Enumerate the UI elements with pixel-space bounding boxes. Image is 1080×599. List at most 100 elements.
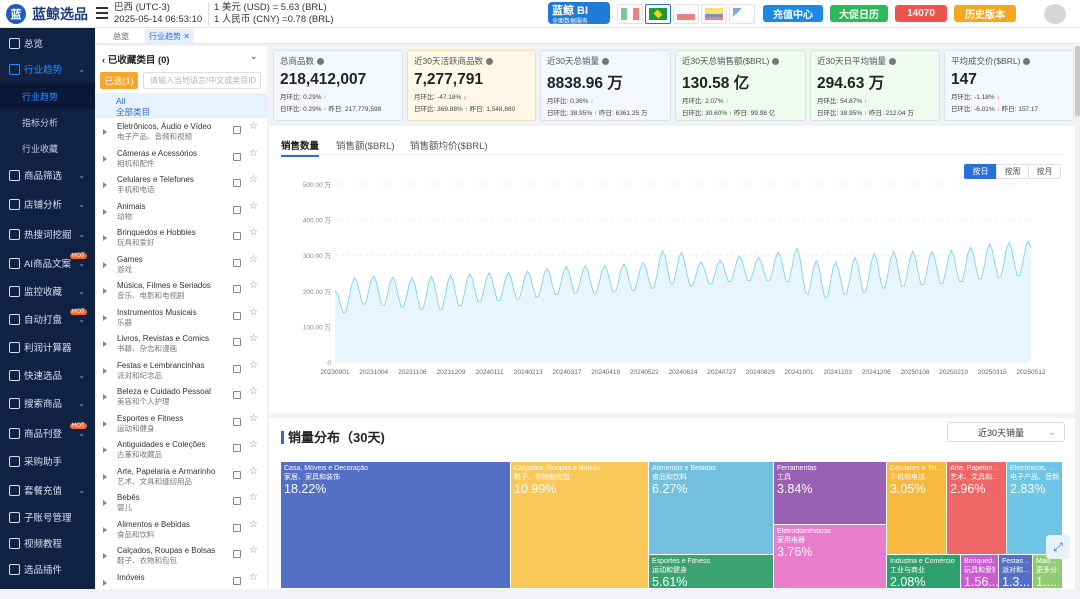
points-button[interactable]: 14070 xyxy=(895,5,947,22)
info-icon[interactable] xyxy=(486,58,493,65)
recharge-button[interactable]: 充值中心 xyxy=(763,5,823,22)
flag-new-icon[interactable] xyxy=(729,4,755,24)
menu-toggle-icon[interactable] xyxy=(96,7,108,19)
metric-select[interactable]: 近30天销量⌄ xyxy=(947,422,1065,442)
expand-arrow-icon[interactable] xyxy=(103,235,107,241)
copy-icon[interactable] xyxy=(233,365,241,373)
sidebar-item-15[interactable]: 视频教程 xyxy=(0,530,95,556)
copy-icon[interactable] xyxy=(233,126,241,134)
close-icon[interactable]: ✕ xyxy=(183,32,190,41)
copy-icon[interactable] xyxy=(233,338,241,346)
expand-icon[interactable]: ⤢ xyxy=(1046,535,1070,559)
star-icon[interactable]: ☆ xyxy=(249,493,258,503)
avatar[interactable] xyxy=(1044,4,1066,24)
sidebar-item-4[interactable]: 热搜词挖掘⌄ xyxy=(0,221,95,247)
app-logo[interactable]: 蓝 蓝鲸选品 xyxy=(6,4,88,24)
star-icon[interactable]: ☆ xyxy=(249,573,258,583)
expand-arrow-icon[interactable] xyxy=(103,394,107,400)
copy-icon[interactable] xyxy=(233,497,241,505)
expand-arrow-icon[interactable] xyxy=(103,341,107,347)
sidebar-item-14[interactable]: 子账号管理 xyxy=(0,504,95,530)
chevron-down-icon[interactable]: ⌄ xyxy=(250,51,258,62)
sidebar-item-13[interactable]: 套餐充值⌄ xyxy=(0,477,95,503)
star-icon[interactable]: ☆ xyxy=(249,228,258,238)
expand-arrow-icon[interactable] xyxy=(103,447,107,453)
star-icon[interactable]: ☆ xyxy=(249,149,258,159)
copy-icon[interactable] xyxy=(233,471,241,479)
expand-arrow-icon[interactable] xyxy=(103,156,107,162)
star-icon[interactable]: ☆ xyxy=(249,414,258,424)
star-icon[interactable]: ☆ xyxy=(249,467,258,477)
chevron-left-icon[interactable]: ‹ xyxy=(102,55,105,66)
expand-arrow-icon[interactable] xyxy=(103,182,107,188)
selected-button[interactable]: 已选(1) xyxy=(100,72,138,89)
promo-calendar-button[interactable]: 大促日历 xyxy=(830,5,888,22)
sidebar-item-6[interactable]: 监控收藏⌄ xyxy=(0,278,95,304)
category-all[interactable]: All 全部类目 xyxy=(96,93,267,118)
expand-arrow-icon[interactable] xyxy=(103,500,107,506)
copy-icon[interactable] xyxy=(233,550,241,558)
sidebar-item-10[interactable]: 搜索商品⌄ xyxy=(0,390,95,416)
category-search-input[interactable]: 请输入当地语言/中文或类目ID xyxy=(143,72,261,89)
tab-industry-trend[interactable]: 行业趋势 ✕ xyxy=(145,29,194,43)
copy-icon[interactable] xyxy=(233,524,241,532)
sidebar-item-2[interactable]: 商品筛选⌄ xyxy=(0,162,95,188)
star-icon[interactable]: ☆ xyxy=(249,334,258,344)
copy-icon[interactable] xyxy=(233,259,241,267)
star-icon[interactable]: ☆ xyxy=(249,440,258,450)
expand-arrow-icon[interactable] xyxy=(103,474,107,480)
info-icon[interactable] xyxy=(1023,58,1030,65)
copy-icon[interactable] xyxy=(233,285,241,293)
star-icon[interactable]: ☆ xyxy=(249,175,258,185)
expand-arrow-icon[interactable] xyxy=(103,368,107,374)
copy-icon[interactable] xyxy=(233,444,241,452)
sidebar-item-16[interactable]: 选品插件 xyxy=(0,556,95,582)
sidebar-subitem-2[interactable]: 行业收藏 xyxy=(0,135,95,161)
star-icon[interactable]: ☆ xyxy=(249,520,258,530)
copy-icon[interactable] xyxy=(233,153,241,161)
expand-arrow-icon[interactable] xyxy=(103,262,107,268)
star-icon[interactable]: ☆ xyxy=(249,546,258,556)
page-scrollbar[interactable] xyxy=(1075,46,1080,589)
sidebar-item-9[interactable]: 快速选品⌄ xyxy=(0,362,95,388)
sidebar-item-0[interactable]: 总览 xyxy=(0,30,95,56)
flag-brazil-icon[interactable] xyxy=(645,4,671,24)
expand-arrow-icon[interactable] xyxy=(103,129,107,135)
info-icon[interactable] xyxy=(317,58,324,65)
expand-arrow-icon[interactable] xyxy=(103,209,107,215)
treemap-cell[interactable]: Brinqued...玩具和爱好1.56... xyxy=(961,555,999,589)
sidebar-item-1[interactable]: 行业趋势⌄ xyxy=(0,56,95,82)
info-icon[interactable] xyxy=(602,58,609,65)
info-icon[interactable] xyxy=(772,58,779,65)
copy-icon[interactable] xyxy=(233,179,241,187)
star-icon[interactable]: ☆ xyxy=(249,255,258,265)
star-icon[interactable]: ☆ xyxy=(249,122,258,132)
sidebar-subitem-0[interactable]: 行业趋势 xyxy=(0,83,95,109)
treemap-cell[interactable]: Mais ...更多分...1.... xyxy=(1033,555,1063,589)
expand-arrow-icon[interactable] xyxy=(103,527,107,533)
flag-mexico-icon[interactable] xyxy=(617,4,643,24)
